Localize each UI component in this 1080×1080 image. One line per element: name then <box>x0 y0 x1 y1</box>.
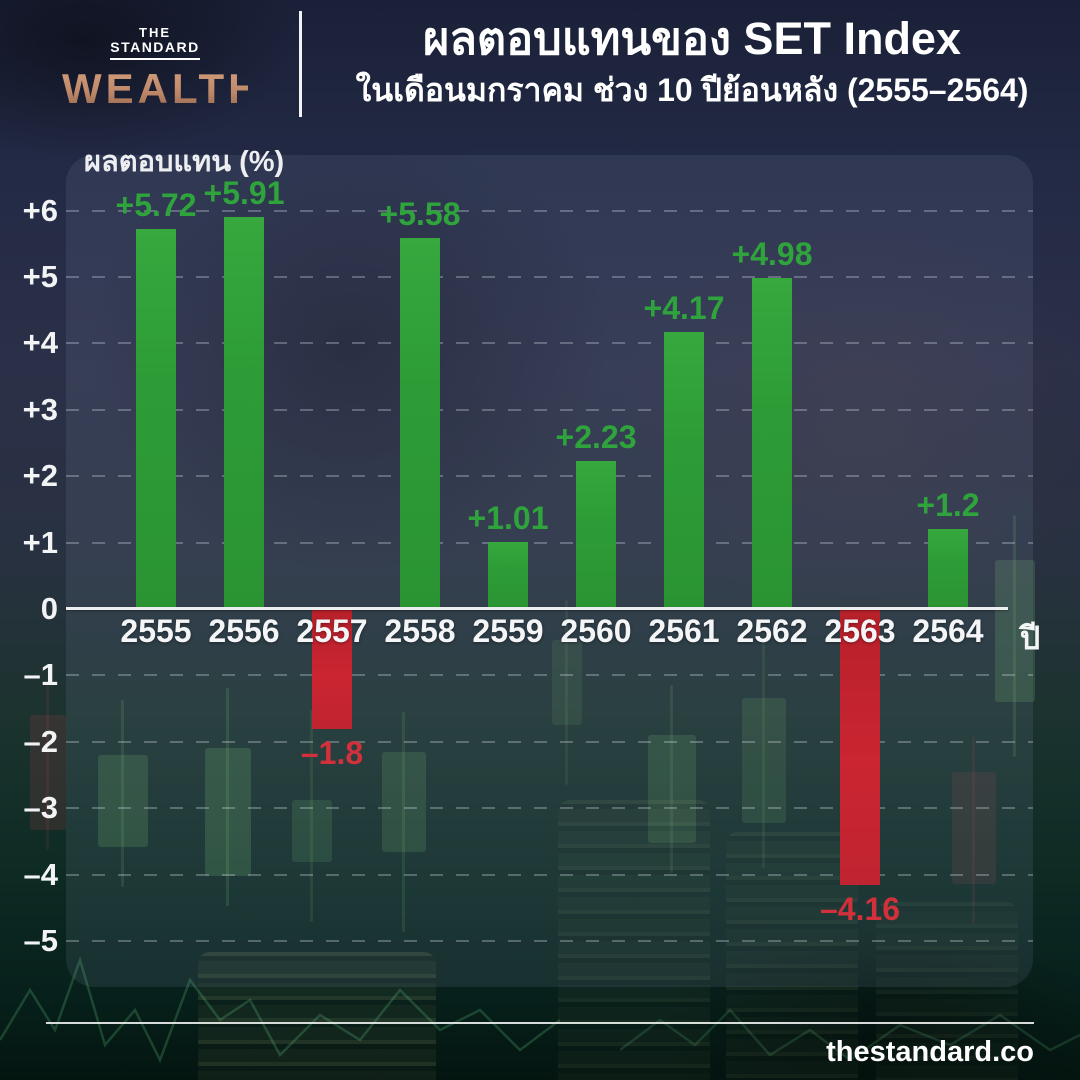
decor-candle-wick <box>310 710 313 922</box>
gridline-+4 <box>66 342 1033 345</box>
bar-2558 <box>400 238 440 609</box>
logo-text-wealth: WEALTH <box>62 65 263 112</box>
gridline-–2 <box>66 740 1033 743</box>
gridline-–5 <box>66 940 1033 942</box>
decor-candle-wick <box>972 737 975 924</box>
gridline-–1 <box>66 674 1033 677</box>
x-tick-2560: 2560 <box>560 613 632 649</box>
x-tick-2562: 2562 <box>736 613 808 649</box>
decor-candlestick <box>648 735 696 843</box>
page-title: ผลตอบแทนของ SET Index <box>422 13 961 64</box>
decor-candlestick <box>995 560 1035 702</box>
y-tick-label-–3: –3 <box>23 790 58 826</box>
decor-candle-wick <box>121 700 124 887</box>
bar-2561 <box>664 332 704 609</box>
x-tick-2558: 2558 <box>384 613 456 649</box>
zero-axis-line <box>66 607 1008 610</box>
decor-candle-wick <box>1013 515 1016 757</box>
gridline-+2 <box>66 475 1033 478</box>
decor-candle-wick <box>402 712 405 932</box>
decor-candlestick <box>952 772 996 884</box>
y-tick-label-+4: +4 <box>22 325 58 361</box>
bar-2562 <box>752 278 792 609</box>
decor-candlestick <box>30 715 66 830</box>
bar-2559 <box>488 541 528 609</box>
decor-candlestick <box>382 752 426 852</box>
y-tick-label-+6: +6 <box>22 192 58 228</box>
decor-candle-wick <box>762 638 765 868</box>
decor-coin-stack <box>876 902 1018 1080</box>
x-tick-2563: 2563 <box>824 613 896 649</box>
x-tick-2561: 2561 <box>648 613 720 649</box>
y-tick-label-0: 0 <box>40 591 58 626</box>
decor-candlestick <box>98 755 148 847</box>
brand-logo: THE STANDARD WEALTH <box>62 25 263 112</box>
bar-value-label-2561: +4.17 <box>643 290 725 327</box>
y-tick-label-+1: +1 <box>22 524 58 560</box>
gridline-+3 <box>66 408 1033 411</box>
bar-2563 <box>840 609 880 886</box>
bar-value-label-2560: +2.23 <box>555 418 637 455</box>
decor-candle-wick <box>565 600 568 785</box>
bar-value-label-2557: –1.8 <box>300 734 364 771</box>
title-block: ผลตอบแทนของ SET Index ในเดือนมกราคม ช่วง… <box>312 13 1072 109</box>
y-tick-label-–4: –4 <box>23 856 58 892</box>
decor-candlestick <box>742 698 786 823</box>
header: THE STANDARD WEALTH ผลตอบแทนของ SET Inde… <box>0 0 1080 132</box>
decor-candle-wick <box>670 685 673 873</box>
gridline-–3 <box>66 807 1033 810</box>
logo-text-standard: STANDARD <box>110 39 200 60</box>
x-axis-title: ปี <box>1019 620 1041 656</box>
x-tick-2559: 2559 <box>472 613 544 649</box>
bar-2557 <box>312 609 352 729</box>
y-tick-label-–2: –2 <box>23 723 58 759</box>
bar-value-label-2564: +1.2 <box>916 487 980 524</box>
x-tick-2555: 2555 <box>120 613 192 649</box>
bar-2560 <box>576 460 616 609</box>
x-tick-2564: 2564 <box>912 613 984 649</box>
decor-candlestick <box>292 800 332 862</box>
x-tick-2556: 2556 <box>208 613 280 649</box>
gridline-+5 <box>66 276 1033 278</box>
bar-value-label-2556: +5.91 <box>203 174 285 211</box>
bar-2556 <box>224 216 264 609</box>
stock-line-decoration-2 <box>620 1008 1080 1062</box>
decor-candlestick <box>552 640 582 725</box>
y-tick-label-–5: –5 <box>23 923 58 958</box>
bar-value-label-2559: +1.01 <box>467 499 549 536</box>
bar-2564 <box>928 529 968 609</box>
gridline-+1 <box>66 541 1033 544</box>
decor-coin-stack <box>198 952 436 1080</box>
header-divider <box>299 11 302 117</box>
decor-coin-stack <box>558 800 710 1080</box>
gridline-–4 <box>66 873 1033 876</box>
bar-value-label-2563: –4.16 <box>819 891 901 928</box>
bar-value-label-2558: +5.58 <box>379 196 461 233</box>
y-tick-label-–1: –1 <box>23 657 58 693</box>
decor-candlestick <box>205 748 251 876</box>
y-tick-label-+3: +3 <box>22 391 58 427</box>
decor-candle-wick <box>46 685 49 850</box>
x-tick-2557: 2557 <box>296 613 368 649</box>
y-tick-label-+5: +5 <box>22 259 58 294</box>
decor-coin-stack <box>726 832 858 1080</box>
logo-text-the: THE <box>139 25 171 40</box>
bar-value-label-2562: +4.98 <box>731 236 813 273</box>
page-subtitle: ในเดือนมกราคม ช่วง 10 ปีย้อนหลัง (2555–2… <box>355 72 1029 108</box>
stock-line-decoration <box>0 955 560 1064</box>
y-tick-label-+2: +2 <box>22 458 58 494</box>
bar-2555 <box>136 229 176 609</box>
chart-panel <box>66 155 1033 987</box>
decor-candle-wick <box>226 688 229 906</box>
